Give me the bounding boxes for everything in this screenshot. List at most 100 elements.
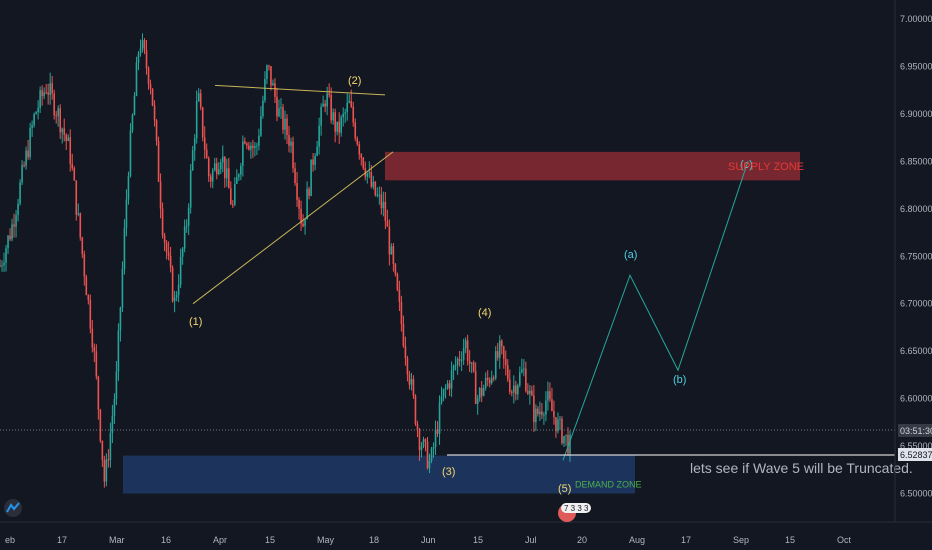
candle-body <box>29 128 31 158</box>
candle-body <box>111 415 114 433</box>
candle-body <box>280 107 282 109</box>
candle-body <box>179 256 182 285</box>
x-tick-label: 17 <box>681 535 691 545</box>
candle-body <box>400 301 403 324</box>
candle-body <box>83 254 86 277</box>
candle-body <box>426 441 429 469</box>
candle-body <box>527 391 529 394</box>
candle-body <box>529 390 531 394</box>
candle-body <box>358 144 361 155</box>
candle-body <box>535 408 537 423</box>
candle-body <box>392 246 395 265</box>
candle-body <box>115 371 118 399</box>
candle-body <box>93 347 96 352</box>
candle-body <box>153 105 156 121</box>
tradingview-logo-icon[interactable] <box>4 499 22 517</box>
candle-body <box>264 79 266 101</box>
candle-body <box>63 128 66 135</box>
candle-body <box>15 215 17 227</box>
triangle-lower-line <box>192 151 394 305</box>
x-tick-label: May <box>317 535 335 545</box>
candle-body <box>438 402 441 434</box>
candle-body <box>306 188 308 220</box>
wave-label: (4) <box>478 307 491 319</box>
candle-body <box>338 121 340 133</box>
candle-body <box>254 146 256 148</box>
x-tick-label: Mar <box>109 535 125 545</box>
candle-body <box>378 194 381 196</box>
time-axis[interactable]: eb 17 Mar 16 Apr 15 May 18 Jun 15 Jul 20 Aug 17 Sep 15 O… <box>0 521 932 545</box>
candle-body <box>318 125 320 147</box>
candle-body <box>482 387 485 396</box>
marker-price-value: 6.52837 <box>900 450 932 460</box>
candle-body <box>9 235 11 240</box>
candle-body <box>244 141 246 144</box>
candle-body <box>133 95 136 116</box>
analysis-note: lets see if Wave 5 will be Truncated. <box>690 460 913 476</box>
candle-body <box>284 118 286 130</box>
candle-body <box>13 224 15 227</box>
candle-body <box>478 388 481 399</box>
candle-body <box>330 95 332 121</box>
candle-body <box>3 262 5 266</box>
candle-body <box>51 83 53 94</box>
candle-body <box>191 150 194 171</box>
candle-body <box>537 408 539 415</box>
candle-body <box>157 141 160 182</box>
candle-body <box>117 330 120 372</box>
candle-body <box>508 379 511 392</box>
candle-body <box>525 368 527 392</box>
wave-label: (1) <box>189 316 202 328</box>
triangle-upper-line <box>214 84 386 96</box>
y-tick-label: 6.60000 <box>900 394 932 404</box>
candle-body <box>143 40 146 51</box>
candle-body <box>352 106 355 123</box>
candle-body <box>402 323 405 346</box>
candle-body <box>504 358 507 366</box>
candle-body <box>215 163 218 175</box>
candle-body <box>131 115 134 131</box>
candle-body <box>77 213 80 215</box>
x-tick-label: 16 <box>161 535 171 545</box>
candle-body <box>545 400 547 415</box>
candle-body <box>230 188 232 205</box>
supply-zone-label: SUPPLY ZONE <box>728 161 804 173</box>
candle-body <box>232 204 234 206</box>
candle-body <box>356 138 359 145</box>
candle-body <box>450 370 453 389</box>
candle-body <box>169 256 172 268</box>
candle-body <box>476 398 479 404</box>
candle-body <box>492 377 495 379</box>
price-axis[interactable]: 7.00000 6.95000 6.90000 6.85000 6.80000 6.750… <box>894 0 932 522</box>
candle-body <box>298 199 300 209</box>
candle-body <box>302 223 304 227</box>
candle-body <box>348 100 351 103</box>
candle-body <box>205 149 208 159</box>
candle-body <box>197 93 200 102</box>
candle-body <box>519 372 521 386</box>
candle-body <box>163 235 166 243</box>
candle-body <box>506 365 509 380</box>
candle-body <box>531 390 533 396</box>
candle-body <box>464 340 467 349</box>
candle-body <box>394 264 397 274</box>
candle-body <box>569 434 571 454</box>
candle-body <box>258 135 260 146</box>
candle-body <box>17 203 19 216</box>
event-badge[interactable]: 7 3 3 3 <box>558 503 591 522</box>
candle-body <box>380 194 383 209</box>
candle-body <box>71 163 74 169</box>
candle-body <box>113 398 116 416</box>
y-tick-label: 6.95000 <box>900 61 932 71</box>
candle-body <box>454 365 457 367</box>
candle-body <box>139 47 142 54</box>
candle-body <box>43 92 45 97</box>
candle-body <box>346 102 349 113</box>
candle-body <box>101 440 104 461</box>
event-badge-text: 7 3 3 3 <box>564 504 589 513</box>
candle-body <box>515 385 517 395</box>
candle-body <box>27 150 29 158</box>
demand-zone <box>123 455 635 494</box>
candle-body <box>225 168 228 179</box>
